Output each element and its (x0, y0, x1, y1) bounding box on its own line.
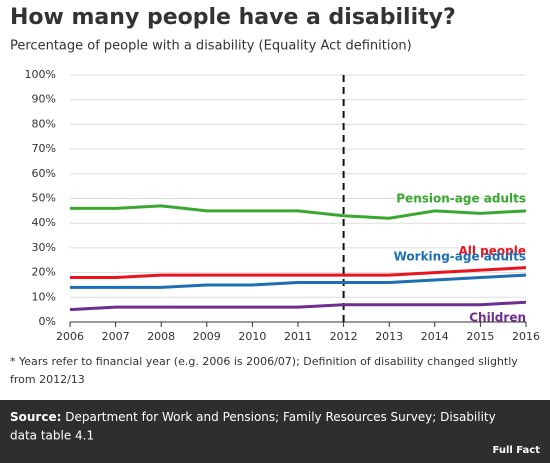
series-line (69, 300, 527, 312)
x-tick-label: 2008 (147, 330, 175, 343)
series-label: All people (458, 244, 526, 258)
y-tick-label: 80% (32, 117, 56, 130)
y-tick-label: 10% (32, 290, 56, 303)
series-label: Pension-age adults (396, 191, 526, 205)
y-tick-label: 0% (39, 315, 56, 328)
x-tick-label: 2007 (102, 330, 130, 343)
series-line (70, 266, 527, 280)
source-label: Source: (10, 410, 61, 424)
y-tick-label: 50% (32, 192, 56, 205)
series-line (70, 204, 527, 220)
x-tick-label: 2009 (193, 330, 221, 343)
footer (0, 400, 550, 463)
x-tick-label: 2013 (375, 330, 403, 343)
y-tick-label: 20% (32, 266, 56, 279)
x-tick-label: 2010 (238, 330, 266, 343)
x-tick-label: 2011 (284, 330, 312, 343)
chart-subtitle: Percentage of people with a disability (… (10, 39, 412, 54)
chart-title: How many people have a disability? (10, 5, 456, 30)
x-tick-label: 2016 (512, 330, 540, 343)
y-tick-label: 60% (32, 167, 56, 180)
x-tick-label: 2015 (466, 330, 494, 343)
footnote: from 2012/13 (10, 373, 85, 386)
logo: Full Fact (493, 445, 541, 456)
y-tick-label: 100% (25, 68, 56, 81)
y-tick-label: 30% (32, 241, 56, 254)
svg-text:Source: Department for Work an: Source: Department for Work and Pensions… (10, 410, 496, 424)
y-tick-label: 90% (32, 93, 56, 106)
source: Department for Work and Pensions; Family… (65, 410, 496, 424)
series-line (70, 273, 527, 289)
footnote: * Years refer to financial year (e.g. 20… (10, 355, 518, 368)
series-label: Children (469, 311, 526, 325)
x-tick-label: 2014 (421, 330, 449, 343)
x-tick-label: 2012 (330, 330, 358, 343)
y-tick-label: 40% (32, 216, 56, 229)
y-tick-label: 70% (32, 142, 56, 155)
x-tick-label: 2006 (56, 330, 84, 343)
series-label: Working-age adults (394, 250, 526, 264)
source: data table 4.1 (10, 429, 94, 443)
